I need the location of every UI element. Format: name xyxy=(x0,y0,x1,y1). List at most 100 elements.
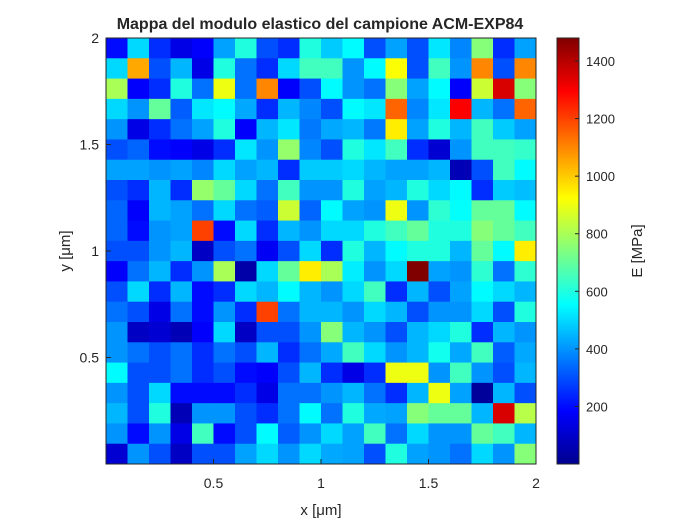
heatmap-cell xyxy=(364,38,386,59)
heatmap-cell xyxy=(493,58,515,80)
heatmap-cell xyxy=(149,322,171,343)
heatmap-cell xyxy=(407,403,429,424)
heatmap-cell xyxy=(299,200,322,222)
heatmap-cell xyxy=(514,220,537,242)
heatmap-cell xyxy=(213,200,236,222)
heatmap-cell xyxy=(385,139,408,161)
x-tick-label: 2 xyxy=(532,475,540,491)
heatmap-cell xyxy=(299,403,322,424)
heatmap-cell xyxy=(450,443,472,465)
heatmap-cell xyxy=(192,261,214,282)
heatmap-cell xyxy=(213,139,236,161)
heatmap-cell xyxy=(342,342,365,364)
heatmap-cell xyxy=(170,38,193,59)
heatmap-cell xyxy=(407,443,429,465)
heatmap-cell xyxy=(213,423,236,445)
heatmap-cell xyxy=(235,403,257,424)
heatmap-cell xyxy=(385,322,408,343)
heatmap-cell xyxy=(192,322,214,343)
heatmap-cell xyxy=(106,98,128,120)
heatmap-cell xyxy=(407,362,429,384)
heatmap-cell xyxy=(514,281,537,303)
heatmap-cell xyxy=(493,261,515,282)
heatmap-cell xyxy=(450,200,472,222)
colorbar-tick-label: 200 xyxy=(586,399,608,414)
heatmap-cell xyxy=(106,423,128,445)
heatmap-cell xyxy=(235,322,257,343)
heatmap-cell xyxy=(471,423,494,445)
heatmap-cell xyxy=(235,159,257,181)
heatmap-cell xyxy=(106,403,128,424)
heatmap-cell xyxy=(235,139,257,161)
heatmap-cell xyxy=(127,322,150,343)
heatmap-cell xyxy=(385,240,408,262)
heatmap-cell xyxy=(149,423,171,445)
heatmap-cell xyxy=(321,382,343,404)
heatmap-cell xyxy=(493,98,515,120)
heatmap-cell xyxy=(407,139,429,161)
heatmap-cell xyxy=(235,382,257,404)
heatmap-cell xyxy=(149,342,171,364)
heatmap-cell xyxy=(450,423,472,445)
heatmap-cell xyxy=(342,200,365,222)
heatmap-cell xyxy=(407,423,429,445)
heatmap-cell xyxy=(471,443,494,465)
heatmap-cell xyxy=(493,159,515,181)
heatmap-cell xyxy=(106,301,128,323)
heatmap-cell xyxy=(106,200,128,222)
heatmap-cell xyxy=(471,98,494,120)
heatmap-cell xyxy=(514,301,537,323)
heatmap-cell xyxy=(450,261,472,282)
heatmap-cell xyxy=(471,240,494,262)
heatmap-cell xyxy=(256,58,279,80)
x-tick-label: 1.5 xyxy=(419,475,439,491)
heatmap-cell xyxy=(364,139,386,161)
heatmap-cell xyxy=(364,180,386,201)
heatmap-cell xyxy=(149,281,171,303)
heatmap-cell xyxy=(428,139,451,161)
heatmap-cell xyxy=(385,38,408,59)
heatmap-cell xyxy=(321,139,343,161)
heatmap-cell xyxy=(278,423,300,445)
heatmap-cell xyxy=(321,119,343,140)
heatmap-cell xyxy=(364,281,386,303)
heatmap-cell xyxy=(127,443,150,465)
heatmap-cell xyxy=(278,200,300,222)
heatmap-cell xyxy=(428,403,451,424)
heatmap-cell xyxy=(364,261,386,282)
heatmap-cell xyxy=(299,322,322,343)
heatmap-cell xyxy=(192,342,214,364)
heatmap-cell xyxy=(385,362,408,384)
heatmap-cell xyxy=(299,240,322,262)
heatmap-cell xyxy=(213,98,236,120)
heatmap-cell xyxy=(299,362,322,384)
heatmap-cell xyxy=(127,261,150,282)
heatmap-cell xyxy=(106,119,128,140)
heatmap-cell xyxy=(149,119,171,140)
heatmap-cell xyxy=(450,240,472,262)
heatmap-cell xyxy=(514,58,537,80)
heatmap-cell xyxy=(170,261,193,282)
heatmap-cell xyxy=(106,159,128,181)
heatmap-cell xyxy=(278,301,300,323)
heatmap-cell xyxy=(192,78,214,100)
heatmap-cell xyxy=(213,119,236,140)
heatmap-cell xyxy=(127,240,150,262)
heatmap-cell xyxy=(428,78,451,100)
heatmap-cell xyxy=(235,220,257,242)
heatmap-cell xyxy=(127,382,150,404)
heatmap-cell xyxy=(364,322,386,343)
heatmap-cell xyxy=(428,220,451,242)
heatmap-cell xyxy=(256,322,279,343)
heatmap-cell xyxy=(385,382,408,404)
heatmap-cell xyxy=(278,342,300,364)
heatmap-cell xyxy=(514,98,537,120)
heatmap-cell xyxy=(471,180,494,201)
heatmap-cell xyxy=(149,98,171,120)
heatmap-cell xyxy=(299,38,322,59)
heatmap-cell xyxy=(106,220,128,242)
heatmap-cell xyxy=(342,119,365,140)
heatmap-cell xyxy=(170,240,193,262)
heatmap-cell xyxy=(428,281,451,303)
